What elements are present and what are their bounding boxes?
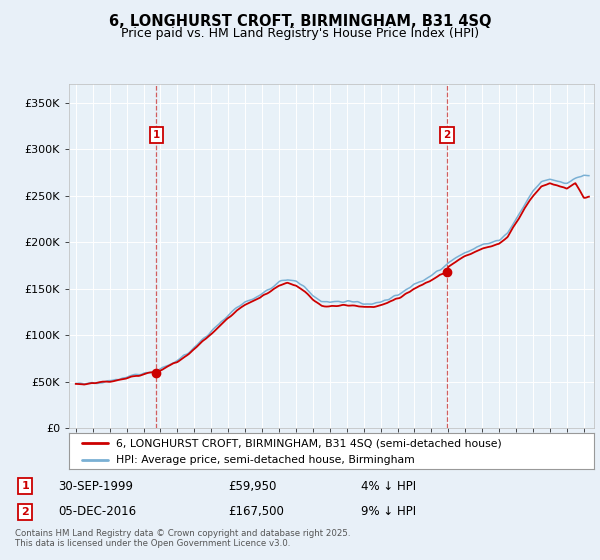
Text: 4% ↓ HPI: 4% ↓ HPI [361, 479, 416, 493]
Text: 9% ↓ HPI: 9% ↓ HPI [361, 505, 416, 519]
Text: 6, LONGHURST CROFT, BIRMINGHAM, B31 4SQ (semi-detached house): 6, LONGHURST CROFT, BIRMINGHAM, B31 4SQ … [116, 438, 502, 449]
Text: 05-DEC-2016: 05-DEC-2016 [58, 505, 136, 519]
Text: 2: 2 [22, 507, 29, 517]
Text: £59,950: £59,950 [228, 479, 277, 493]
Text: 30-SEP-1999: 30-SEP-1999 [58, 479, 133, 493]
Text: 2: 2 [443, 130, 451, 140]
Text: Price paid vs. HM Land Registry's House Price Index (HPI): Price paid vs. HM Land Registry's House … [121, 27, 479, 40]
Text: 6, LONGHURST CROFT, BIRMINGHAM, B31 4SQ: 6, LONGHURST CROFT, BIRMINGHAM, B31 4SQ [109, 14, 491, 29]
Text: 1: 1 [152, 130, 160, 140]
Text: Contains HM Land Registry data © Crown copyright and database right 2025.
This d: Contains HM Land Registry data © Crown c… [15, 529, 350, 548]
Text: HPI: Average price, semi-detached house, Birmingham: HPI: Average price, semi-detached house,… [116, 455, 415, 465]
Text: 1: 1 [22, 481, 29, 491]
Text: £167,500: £167,500 [228, 505, 284, 519]
